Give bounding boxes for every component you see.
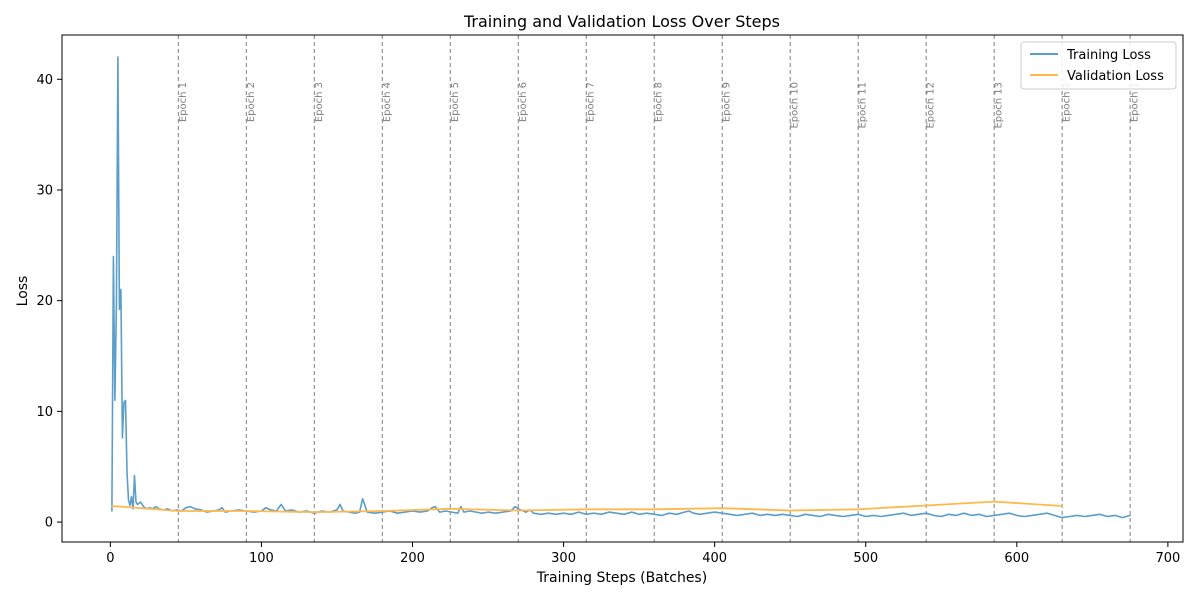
x-tick-label: 200: [400, 551, 425, 566]
x-tick-label: 500: [853, 551, 878, 566]
epoch-marker-label: Epoch 13: [994, 82, 1005, 129]
epoch-marker-label: Epoch 9: [722, 82, 733, 122]
epoch-marker-label: Epoch 8: [654, 82, 665, 122]
epoch-marker-label: Epoch 2: [246, 82, 257, 122]
legend-box: [1020, 41, 1177, 90]
legend: Training Loss Validation Loss: [1020, 41, 1177, 90]
y-tick-label: 0: [45, 516, 53, 531]
x-tick-label: 100: [249, 551, 274, 566]
epoch-marker-label: Epoch 7: [586, 82, 597, 122]
epoch-marker-label: Epoch 12: [926, 82, 937, 129]
y-tick-label: 10: [36, 405, 53, 420]
x-tick-label: 300: [551, 551, 576, 566]
epoch-marker-label: Epoch 10: [790, 82, 801, 129]
x-tick-label: 400: [702, 551, 727, 566]
epoch-marker-label: Epoch 1: [1130, 82, 1141, 122]
epoch-marker-label: Epoch 6: [518, 82, 529, 122]
validation-loss-line: [111, 500, 1063, 513]
series-lines: [111, 56, 1131, 519]
epoch-marker-label: Epoch 1: [1062, 82, 1073, 122]
legend-label-validation: Validation Loss: [1067, 69, 1164, 84]
x-tick-label: 700: [1155, 551, 1180, 566]
chart-title: Training and Validation Loss Over Steps: [463, 12, 780, 31]
y-tick-label: 30: [36, 183, 53, 198]
epoch-marker-label: Epoch 3: [314, 82, 325, 122]
y-axis-label: Loss: [15, 276, 31, 307]
epoch-marker-label: Epoch 5: [450, 82, 461, 122]
y-axis-ticks: 0 10 20 30 40: [36, 73, 62, 531]
epoch-marker-label: Epoch 11: [858, 82, 869, 129]
x-axis-ticks: 0 100 200 300 400 500 600 700: [106, 542, 1180, 566]
x-axis-label: Training Steps (Batches): [536, 570, 707, 586]
x-tick-label: 0: [106, 551, 114, 566]
plot-frame: [61, 34, 1184, 543]
epoch-markers: Epoch 1 Epoch 2 Epoch 3 Epoch 4 Epoch 5 Epoch…: [177, 35, 1141, 542]
legend-label-training: Training Loss: [1066, 48, 1151, 63]
training-loss-line: [111, 56, 1131, 519]
epoch-marker-label: Epoch 1: [178, 82, 189, 122]
x-tick-label: 600: [1004, 551, 1029, 566]
y-tick-label: 20: [36, 294, 53, 309]
y-tick-label: 40: [36, 73, 53, 88]
epoch-marker-label: Epoch 4: [382, 82, 393, 122]
